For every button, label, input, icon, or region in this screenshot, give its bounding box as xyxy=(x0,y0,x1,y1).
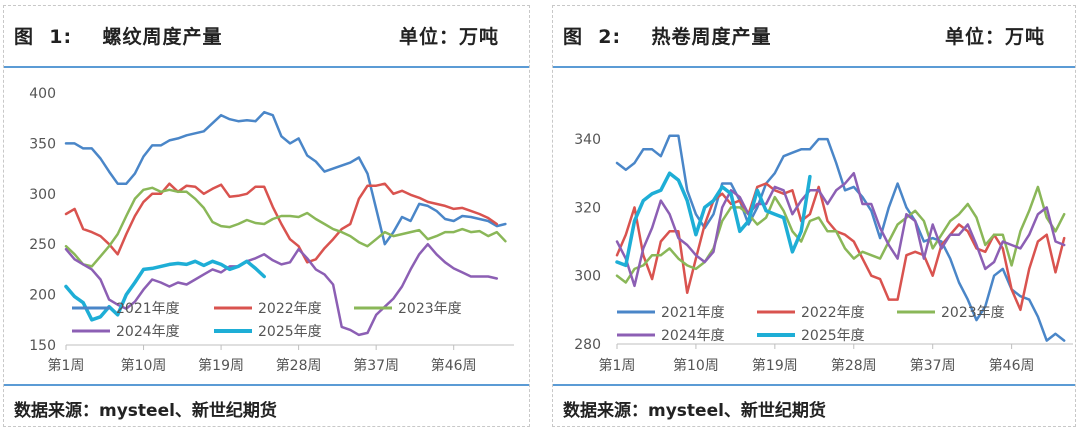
series-line xyxy=(64,182,499,264)
x-tick-label: 第1周 xyxy=(48,357,85,374)
legend-label: 2023年度 xyxy=(941,305,1005,321)
x-tick-label: 第10周 xyxy=(121,357,167,374)
series-line xyxy=(615,185,1066,284)
y-tick-label: 400 xyxy=(29,86,56,102)
chart-panel-2: 图 2: 热卷周度产量 单位：万吨 280 300 320 340 第1周 第10周 第19… xyxy=(552,5,1076,427)
legend-label: 2021年度 xyxy=(661,305,725,321)
legend-label: 2022年度 xyxy=(801,305,865,321)
x-tick-label: 第10周 xyxy=(673,357,719,374)
unit-label: 单位：万吨 xyxy=(398,26,499,48)
series-line xyxy=(615,171,812,268)
y-tick-label: 200 xyxy=(29,288,56,304)
legend-label: 2024年度 xyxy=(116,324,180,340)
chart-panel-1: 图 1: 螺纹周度产量 单位：万吨 150 200 250 300 350 400 第1周 第… xyxy=(3,5,530,427)
legend-label: 2022年度 xyxy=(258,301,322,317)
y-tick-label: 300 xyxy=(29,187,56,203)
figure-title: 图 2: 热卷周度产量 xyxy=(563,26,772,48)
x-tick-label: 第37周 xyxy=(910,357,956,374)
chart-footer: 数据来源：mysteel、新世纪期货 xyxy=(4,384,529,421)
series-line xyxy=(64,110,507,246)
y-tick-label: 300 xyxy=(574,269,601,285)
figure-title: 图 1: 螺纹周度产量 xyxy=(14,26,223,48)
legend-label: 2021年度 xyxy=(116,301,180,317)
legend-label: 2023年度 xyxy=(398,301,462,317)
legend-label: 2025年度 xyxy=(258,324,322,340)
x-tick-label: 第28周 xyxy=(276,357,322,374)
y-tick-label: 340 xyxy=(574,132,601,148)
series-line xyxy=(615,134,1066,342)
series-line xyxy=(64,259,266,322)
series-line xyxy=(615,171,1066,288)
chart-plot: 280 300 320 340 第1周 第10周 第19周 第28周 第37周 第46周 2021年… xyxy=(574,132,1073,374)
y-tick-label: 280 xyxy=(574,337,601,353)
y-tick-label: 320 xyxy=(574,200,601,216)
x-tick-label: 第19周 xyxy=(198,357,244,374)
chart-plot: 150 200 250 300 350 400 第1周 第10周 第19周 第28周 第37周 第46… xyxy=(29,86,514,374)
series-line xyxy=(615,182,1066,312)
y-tick-label: 350 xyxy=(29,136,56,152)
chart-header: 图 1: 螺纹周度产量 单位：万吨 xyxy=(4,6,529,68)
series-line xyxy=(64,186,507,268)
legend-label: 2025年度 xyxy=(801,328,865,344)
chart-footer: 数据来源：mysteel、新世纪期货 xyxy=(553,384,1075,421)
data-source: 数据来源：mysteel、新世纪期货 xyxy=(563,401,826,421)
x-tick-label: 第37周 xyxy=(353,357,399,374)
legend-label: 2024年度 xyxy=(661,328,725,344)
y-tick-label: 250 xyxy=(29,237,56,253)
series-line xyxy=(64,242,499,337)
x-tick-label: 第1周 xyxy=(599,357,636,374)
y-tick-label: 150 xyxy=(29,338,56,354)
x-tick-label: 第46周 xyxy=(989,357,1035,374)
x-tick-label: 第46周 xyxy=(431,357,477,374)
chart-header: 图 2: 热卷周度产量 单位：万吨 xyxy=(553,6,1075,68)
unit-label: 单位：万吨 xyxy=(944,26,1045,48)
x-tick-label: 第28周 xyxy=(831,357,877,374)
data-source: 数据来源：mysteel、新世纪期货 xyxy=(14,401,277,421)
x-tick-label: 第19周 xyxy=(752,357,798,374)
